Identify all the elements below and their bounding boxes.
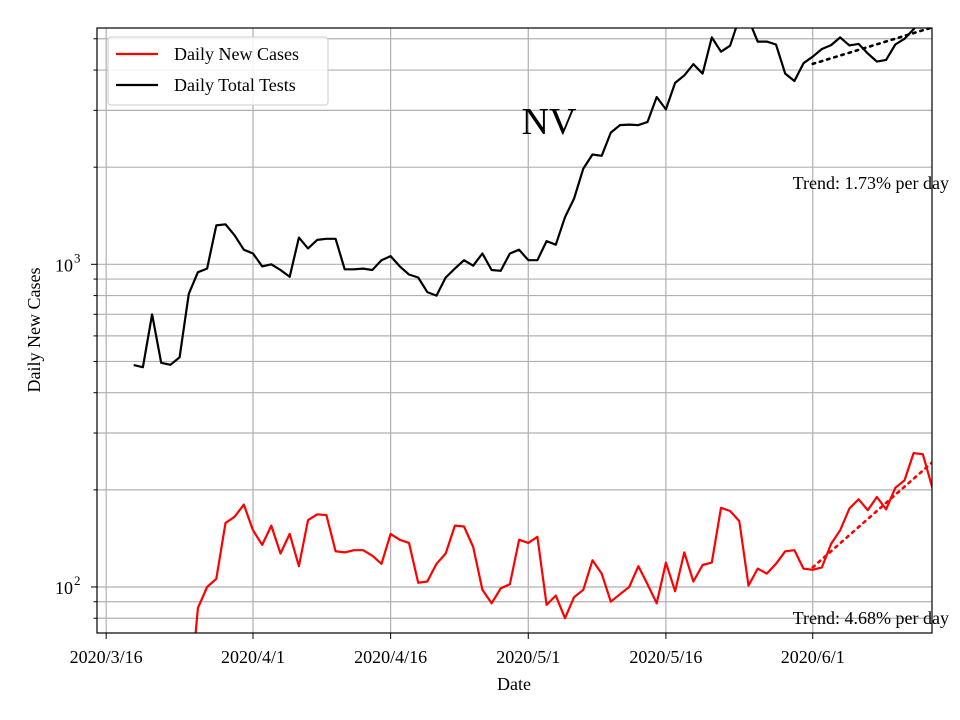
legend-box: [107, 36, 329, 106]
y-tick-label-1000: 10: [55, 255, 73, 275]
trend-label-cases: Trend: 4.68% per day: [793, 608, 949, 628]
plot-frame: [96, 27, 933, 634]
y-tick-exponent-100: 2: [74, 573, 81, 588]
series-layer: [133, 28, 932, 633]
legend-label-daily-new-cases: Daily New Cases: [174, 44, 299, 64]
plot-area: [97, 28, 932, 633]
trend-layer: [811, 28, 932, 569]
legend: Daily New Cases Daily Total Tests: [107, 36, 329, 106]
y-axis-label: Daily New Cases: [24, 268, 44, 393]
series-line-tests: [133, 28, 916, 369]
x-tick-label-46: 2020/5/1: [496, 647, 560, 667]
chart-title: NV: [522, 101, 577, 143]
series-line-cases: [194, 452, 932, 633]
trend-label-tests: Trend: 1.73% per day: [793, 173, 949, 193]
x-axis-label: Date: [497, 674, 531, 694]
trend-line-tests: [811, 28, 932, 66]
legend-label-daily-total-tests: Daily Total Tests: [174, 75, 296, 95]
grid: [97, 28, 932, 633]
x-tick-label-16: 2020/4/1: [221, 647, 285, 667]
y-tick-label-100: 10: [55, 578, 73, 598]
x-tick-label-31: 2020/4/16: [354, 647, 427, 667]
x-tick-label-77: 2020/6/1: [781, 647, 845, 667]
x-tick-label-0: 2020/3/16: [70, 647, 143, 667]
x-tick-label-61: 2020/5/16: [629, 647, 702, 667]
y-tick-exponent-1000: 3: [74, 250, 81, 265]
